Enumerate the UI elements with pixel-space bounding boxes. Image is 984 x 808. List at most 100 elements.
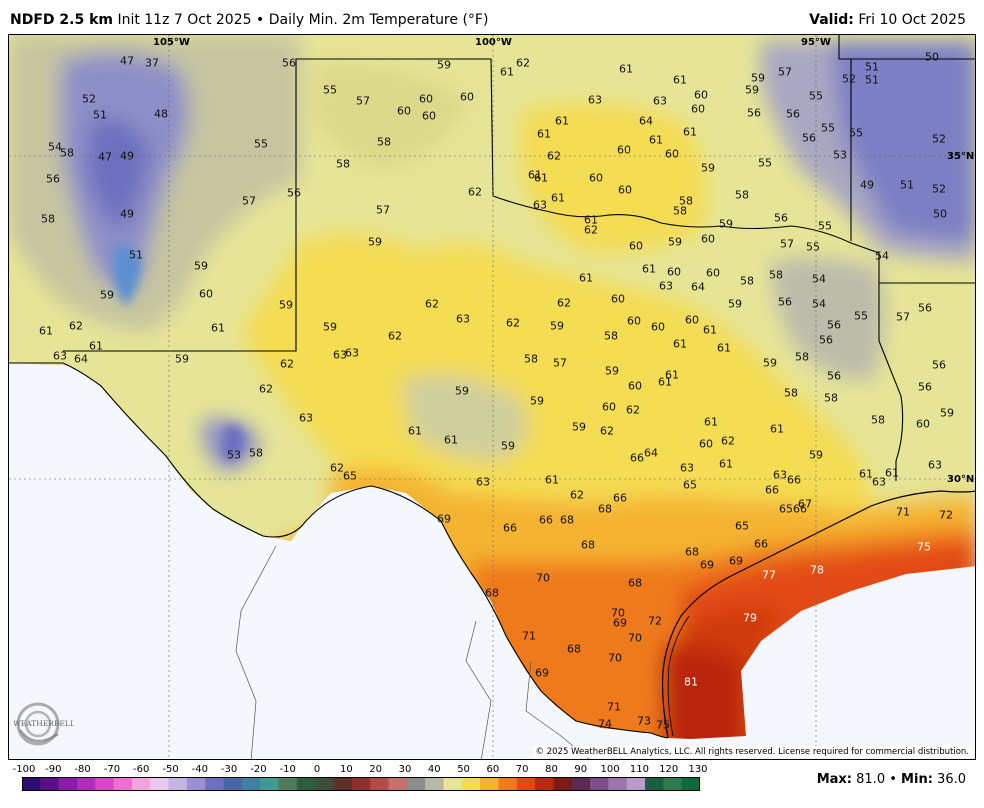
temp-label: 61 <box>719 458 733 471</box>
colorbar-tick-label: -60 <box>133 764 150 775</box>
colorbar-tick-label: -100 <box>12 764 36 775</box>
colorbar-tick-label: 70 <box>515 764 529 775</box>
temp-label: 62 <box>584 224 598 237</box>
temp-label: 59 <box>745 84 759 97</box>
temp-label: 62 <box>516 57 530 70</box>
temp-label: 54 <box>812 298 826 311</box>
temp-label: 60 <box>397 105 411 118</box>
temp-label: 65 <box>735 520 749 533</box>
temp-label: 77 <box>762 569 776 582</box>
colorbar-swatch <box>131 777 151 791</box>
temp-label: 68 <box>628 577 642 590</box>
colorbar-swatch <box>241 777 261 791</box>
colorbar-tick-label: 50 <box>457 764 470 775</box>
temp-label: 70 <box>628 632 642 645</box>
temp-label: 61 <box>717 342 731 355</box>
colorbar-tick-label: -80 <box>74 764 91 775</box>
temp-label: 61 <box>89 340 103 353</box>
temp-label: 63 <box>345 347 359 360</box>
temp-label: 58 <box>740 275 754 288</box>
temp-label: 60 <box>618 184 632 197</box>
temp-label: 59 <box>175 353 189 366</box>
colorbar-tick-label: -30 <box>220 764 238 775</box>
lon-label-100: 100°W <box>475 37 512 48</box>
colorbar-border <box>22 777 700 791</box>
temp-label: 59 <box>368 236 382 249</box>
sabine-border <box>878 340 904 481</box>
colorbar-swatch <box>681 777 700 791</box>
colorbar-swatch <box>406 777 426 791</box>
colorbar-swatch <box>663 777 683 791</box>
max-value: 81.0 <box>856 772 886 787</box>
temp-label: 60 <box>422 110 436 123</box>
temp-label: 75 <box>656 719 670 732</box>
colorbar-swatch <box>168 777 188 791</box>
lon-label-95: 95°W <box>801 37 831 48</box>
colorbar-tick-label: 120 <box>659 764 679 775</box>
temp-label: 51 <box>93 109 107 122</box>
temp-label: 60 <box>916 418 930 431</box>
temp-label: 58 <box>824 392 838 405</box>
colorbar-tick-label: 20 <box>369 764 383 775</box>
blue-sacramento-zone <box>113 245 141 306</box>
temp-label: 68 <box>685 546 699 559</box>
temp-label: 60 <box>611 293 625 306</box>
temp-label: 66 <box>613 492 627 505</box>
temp-label: 63 <box>653 95 667 108</box>
temp-label: 57 <box>778 66 792 79</box>
min-label: Min: <box>901 772 933 787</box>
swirl-icon: WEATHERBELL <box>13 702 75 746</box>
colorbar-ticks: -100 -90 -80 -70 -60 -50 -40 -30 -20 -10 0 10 20 30 40… <box>0 764 760 778</box>
ar-border <box>838 35 975 60</box>
temp-label: 58 <box>336 158 350 171</box>
colorbar-swatch <box>571 777 591 791</box>
temp-label: 49 <box>120 208 134 221</box>
temp-label: 52 <box>932 133 946 146</box>
temp-label: 62 <box>557 297 571 310</box>
gray-central-zone <box>401 374 528 461</box>
temp-label: 51 <box>129 249 143 262</box>
temp-label: 62 <box>506 317 520 330</box>
lon-label-105: 105°W <box>153 37 190 48</box>
temp-label: 68 <box>567 643 581 656</box>
temp-label: 48 <box>154 108 168 121</box>
colorbar-swatch <box>443 777 463 791</box>
temp-label: 59 <box>455 385 469 398</box>
temp-label: 55 <box>821 122 835 135</box>
colorbar-swatch <box>333 777 353 791</box>
colorbar-tick-label: 10 <box>339 764 353 775</box>
temp-label: 68 <box>598 503 612 516</box>
temp-label: 61 <box>703 324 717 337</box>
temp-label: 56 <box>918 381 932 394</box>
temp-label: 50 <box>933 208 947 221</box>
temp-label: 57 <box>896 311 910 324</box>
barrier-island <box>667 615 690 737</box>
colorbar-swatch <box>351 777 371 791</box>
temp-label: 61 <box>579 272 593 285</box>
map-panel[interactable]: 105°W 100°W 95°W 35°N 30°N 47 37 56 59 61 62 6… <box>8 34 976 760</box>
temp-label: 61 <box>770 423 784 436</box>
temp-label: 60 <box>701 233 715 246</box>
temp-label: 63 <box>659 280 673 293</box>
temp-label: 61 <box>673 338 687 351</box>
purple-northeast-zone <box>831 41 975 241</box>
colorbar-tick-label: 60 <box>486 764 500 775</box>
max-label: Max: <box>816 772 852 787</box>
temp-label: 60 <box>706 267 720 280</box>
temp-label: 63 <box>53 350 67 363</box>
purple-davis-core <box>222 425 246 461</box>
temp-label: 52 <box>842 73 856 86</box>
deep-purple-mountain-zone <box>86 119 151 231</box>
temp-label: 64 <box>691 281 705 294</box>
temp-label: 61 <box>704 416 718 429</box>
temp-label: 56 <box>282 57 296 70</box>
temp-label: 63 <box>333 349 347 362</box>
temp-label: 70 <box>611 607 625 620</box>
temp-label: 56 <box>819 334 833 347</box>
temp-label: 56 <box>918 302 932 315</box>
temp-label: 61 <box>545 474 559 487</box>
temp-label: 57 <box>780 238 794 251</box>
temp-label: 59 <box>437 59 451 72</box>
temp-label: 60 <box>617 144 631 157</box>
temp-label: 64 <box>644 447 658 460</box>
